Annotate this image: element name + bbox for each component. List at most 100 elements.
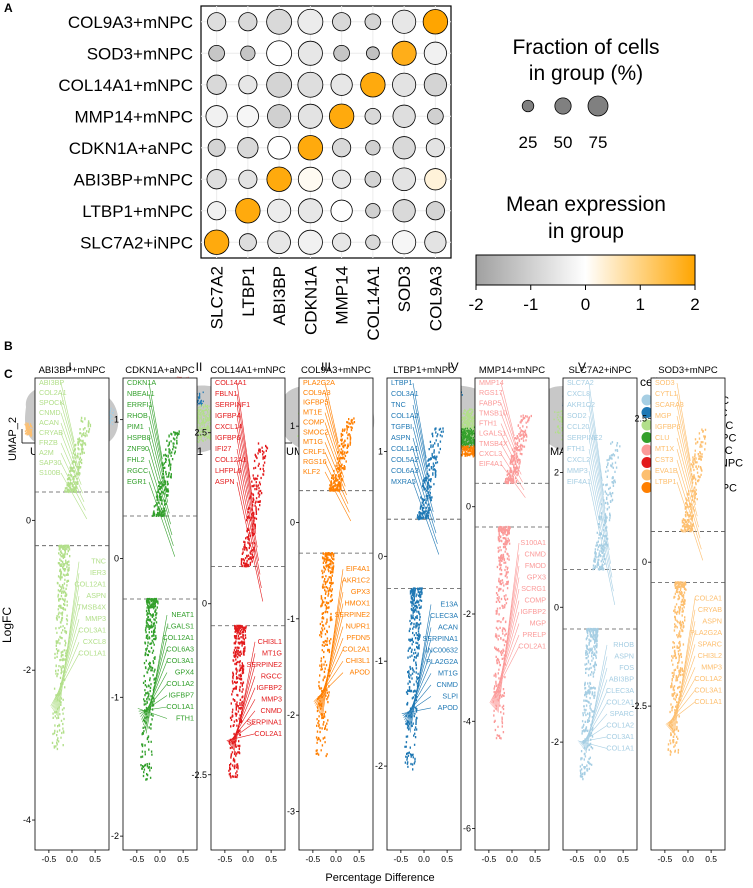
dotplot-row-label: COL9A3+mNPC (68, 13, 193, 32)
volcano-label-leader (495, 565, 520, 711)
volcano-gene-label-up: NBEAL1 (127, 389, 155, 398)
volcano-gene-label-down: CLEC3A (606, 686, 634, 695)
volcano-xtick-label: 0.0 (506, 854, 518, 864)
volcano-gene-label-up: HSPB8 (127, 433, 151, 442)
dotplot-dot (238, 12, 258, 32)
volcano-label-leader (236, 415, 255, 521)
dotplot-dot (266, 40, 293, 67)
volcano-label-leader (236, 426, 257, 534)
volcano-xtick-label: 0.5 (529, 854, 541, 864)
volcano-gene-label-down: APOD (438, 703, 458, 712)
volcano-gene-label-down: FTH1 (176, 714, 194, 723)
volcano-ylabel: LogFC (0, 607, 14, 643)
volcano-gene-label-down: PLA2G2A (426, 657, 458, 666)
volcano-gene-label-up: ERRFI1 (127, 400, 153, 409)
volcano-label-leader (320, 580, 344, 718)
volcano-label-leader (53, 619, 80, 711)
volcano-label-leader (491, 623, 520, 706)
volcano-label-leader (143, 637, 168, 728)
color-legend-tick-label: -1 (523, 295, 538, 314)
volcano-ytick-label: -2 (23, 665, 31, 675)
volcano-gene-label-up: LTBP1 (655, 477, 676, 486)
dotplot-dot (206, 169, 227, 190)
volcano-gene-label-up: KLF2 (303, 467, 320, 476)
dotplot-dot (423, 41, 447, 65)
volcano-gene-label-up: ASPN (215, 477, 235, 486)
dotplot-dot (365, 203, 381, 219)
volcano-label-leader (489, 646, 520, 704)
volcano-label-leader (315, 649, 344, 706)
volcano-gene-label-up: CDKN1A (127, 378, 156, 387)
volcano-label-leader (60, 472, 88, 520)
dotplot-dot (332, 232, 352, 252)
volcano-gene-label-down: CNMD (260, 706, 282, 715)
volcano-label-leader (324, 382, 339, 444)
volcano-ytick-label: 2.5 (194, 428, 207, 438)
volcano-points (492, 414, 532, 740)
volcano-gene-label-down: APOD (350, 668, 370, 677)
dotplot-dot (297, 135, 324, 161)
volcano-xtick-label: 0.0 (418, 854, 430, 864)
volcano-label-leader (676, 404, 694, 484)
volcano-xtick-label: -0.5 (658, 854, 673, 864)
volcano-label-leader (412, 404, 430, 480)
volcano-gene-label-down: COL1A1 (166, 702, 194, 711)
volcano-label-leader (148, 426, 169, 503)
dotplot-dot (332, 138, 352, 158)
volcano-gene-label-up: FHL2 (127, 455, 145, 464)
volcano-gene-label-up: TNC (391, 400, 406, 409)
volcano-points (51, 416, 92, 751)
volcano-gene-label-up: LHFPL6 (215, 466, 241, 475)
volcano-ytick-label: 0 (290, 517, 295, 527)
volcano-gene-label-down: ASPN (86, 591, 106, 600)
volcano-label-leader (588, 437, 610, 550)
volcano-label-leader (314, 660, 344, 704)
volcano-gene-label-down: CHI3L1 (258, 637, 282, 646)
volcano-label-leader (148, 448, 171, 525)
volcano-label-leader (227, 722, 256, 743)
dotplot-dot (297, 166, 323, 192)
volcano-label-leader (676, 415, 695, 495)
volcano-gene-label-down: LGALS1 (167, 622, 194, 631)
volcano-ytick-label: 1 (114, 415, 119, 425)
dotplot-dot (392, 167, 416, 192)
volcano-label-leader (319, 603, 344, 714)
volcano-gene-label-up: CYTL1 (655, 389, 677, 398)
volcano-label-leader (412, 382, 427, 459)
volcano-gene-label-up: EVA1B (655, 466, 678, 475)
volcano-label-leader (55, 596, 80, 714)
volcano-label-leader (412, 426, 433, 502)
dotplot-dot (391, 40, 417, 66)
dotplot-dot (266, 8, 293, 35)
volcano-gene-label-up: A2M (39, 448, 54, 457)
dotplot-dot (267, 230, 291, 255)
dotplot-dot (333, 44, 350, 62)
volcano-xtick-label: 0.0 (330, 854, 342, 864)
volcano-panel-title: COL9A3+mNPC (301, 365, 371, 376)
volcano-gene-label-down: SERPINA1 (422, 634, 458, 643)
dotplot-col-label: LTBP1 (239, 266, 258, 317)
volcano-xtick-label: -0.5 (482, 854, 497, 864)
volcano-label-leader (60, 382, 75, 443)
volcano-gene-label-up: CXCL8 (567, 389, 590, 398)
volcano-points (404, 427, 444, 771)
volcano-gene-label-up: LGALS1 (479, 429, 506, 438)
volcano-xtick-label: -0.5 (306, 854, 321, 864)
volcano-gene-label-up: SAP30 (39, 458, 61, 467)
volcano-label-leader (50, 653, 80, 707)
volcano-panel-sod3: SOD3+mNPC 2.5 0 -2.5 -0.5 0.0 0.5 SOD3 CYTL1 SCAR… (631, 365, 726, 864)
dotplot: COL9A3+mNPC SOD3+mNPC COL14A1+mNPC MMP14+mN… (58, 5, 452, 341)
volcano-gene-label-up: SERPINE2 (567, 433, 603, 442)
volcano-gene-label-down: COL2A1 (518, 642, 546, 651)
volcano-gene-label-up: RGS16 (303, 457, 327, 466)
dotplot-dot (392, 9, 417, 34)
dotplot-row-label: MMP14+mNPC (74, 107, 193, 126)
volcano-gene-label-down: NUPR1 (346, 622, 370, 631)
volcano-ytick-label: -2.5 (191, 770, 207, 780)
dotplot-dot (297, 229, 323, 255)
volcano-label-leader (143, 649, 168, 726)
volcano-label-leader (676, 393, 692, 472)
volcano-label-leader (141, 672, 168, 720)
volcano-ytick-label: -2 (111, 831, 119, 841)
